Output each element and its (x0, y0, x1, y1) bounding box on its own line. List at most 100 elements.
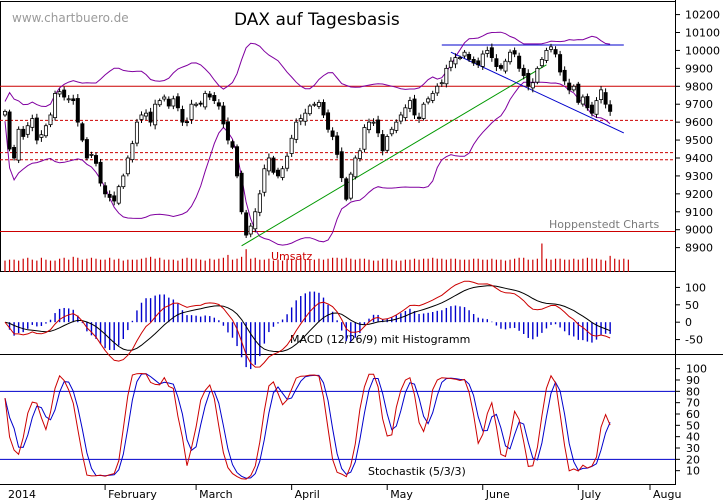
candle-body (448, 60, 453, 68)
candle-body (221, 105, 226, 125)
stochastic-d-line (4, 373, 611, 479)
candle-body (326, 112, 331, 130)
candle-body (12, 147, 17, 159)
candle-body (580, 96, 585, 105)
candle-body (594, 100, 599, 115)
watermark-text: www.chartbuero.de (12, 11, 129, 25)
grid-layer (104, 484, 651, 490)
price-y-tick-label: 9700 (685, 98, 713, 111)
macd-y-tick-label: 100 (685, 281, 706, 294)
stoch-y-tick-label: 20 (686, 453, 700, 466)
price-y-tick-label: 9600 (685, 116, 713, 129)
candle-body (599, 89, 604, 100)
stoch-y-tick-label: 70 (686, 397, 700, 410)
candle-body (307, 105, 312, 115)
candle-body (407, 100, 412, 109)
stochastic-label: Stochastik (5/3/3) (368, 465, 466, 478)
price-y-tick-label: 10100 (685, 27, 720, 40)
candle-body (107, 193, 112, 198)
candle-body (498, 65, 503, 69)
candle-body (357, 150, 362, 159)
resistance-trendline (450, 51, 625, 134)
candle-body (84, 139, 89, 159)
candle-body (439, 82, 444, 85)
candle-body (16, 128, 21, 161)
candle-body (262, 168, 267, 193)
candle-body (235, 146, 240, 177)
month-label: July (580, 488, 601, 501)
candle-body (198, 102, 203, 105)
candle-body (230, 141, 235, 148)
stoch-y-tick-label: 60 (686, 408, 700, 421)
candle-body (385, 136, 390, 151)
candle-body (394, 121, 399, 131)
stoch-y-tick-label: 10 (686, 465, 700, 478)
stochastic-layer (0, 372, 675, 480)
candle-body (335, 135, 340, 155)
candle-body (339, 151, 344, 179)
candle-body (53, 93, 58, 119)
candle-body (43, 125, 48, 137)
candle-body (194, 103, 199, 106)
candle-body (494, 58, 499, 67)
candle-body (239, 172, 244, 213)
candle-body (512, 50, 517, 55)
candle-body (171, 98, 176, 107)
month-label: February (108, 488, 157, 501)
candle-body (348, 173, 353, 199)
candle-body (398, 114, 403, 122)
stochastic-k-line (4, 372, 611, 480)
candle-body (7, 111, 12, 150)
candle-body (457, 57, 462, 60)
candle-body (585, 96, 590, 109)
candle-body (403, 107, 408, 119)
candle-body (248, 225, 253, 235)
candle-body (34, 117, 39, 141)
month-label: June (485, 488, 510, 501)
candle-body (162, 96, 167, 100)
candle-body (476, 60, 481, 66)
price-y-tick-label: 9400 (685, 152, 713, 165)
candle-body (266, 157, 271, 172)
month-label: 2014 (8, 488, 36, 501)
candle-body (121, 175, 126, 188)
candle-body (257, 193, 262, 213)
macd-line (4, 280, 611, 368)
candle-body (608, 104, 613, 112)
candle-body (453, 57, 458, 65)
candle-body (21, 128, 26, 137)
candle-body (189, 103, 194, 120)
price-y-tick-label: 8900 (685, 242, 713, 255)
candle-body (289, 137, 294, 154)
candle-body (207, 93, 212, 98)
candle-body (376, 119, 381, 134)
candle-body (316, 102, 321, 107)
candle-body (39, 134, 44, 138)
candle-body (421, 103, 426, 119)
candle-body (103, 185, 108, 195)
bollinger-upper-line (4, 31, 611, 108)
price-layer (0, 31, 675, 247)
candle-body (389, 128, 394, 135)
stoch-y-tick-label: 50 (686, 419, 700, 432)
candle-body (371, 121, 376, 124)
candle-body (426, 98, 431, 103)
candle-body (166, 98, 171, 107)
macd-layer (4, 280, 611, 370)
candle-body (144, 112, 149, 117)
candle-body (153, 103, 158, 126)
candle-body (48, 114, 53, 126)
support-trendline (241, 64, 547, 247)
candle-body (244, 212, 249, 236)
candle-body (589, 104, 594, 114)
candle-body (298, 118, 303, 122)
price-y-tick-label: 10200 (685, 9, 720, 22)
price-y-tick-label: 9200 (685, 188, 713, 201)
candle-body (562, 69, 567, 82)
macd-y-tick-label: 50 (685, 299, 699, 312)
candle-body (112, 195, 117, 202)
candle-body (71, 98, 76, 102)
candle-body (321, 102, 326, 116)
candle-body (549, 46, 554, 50)
